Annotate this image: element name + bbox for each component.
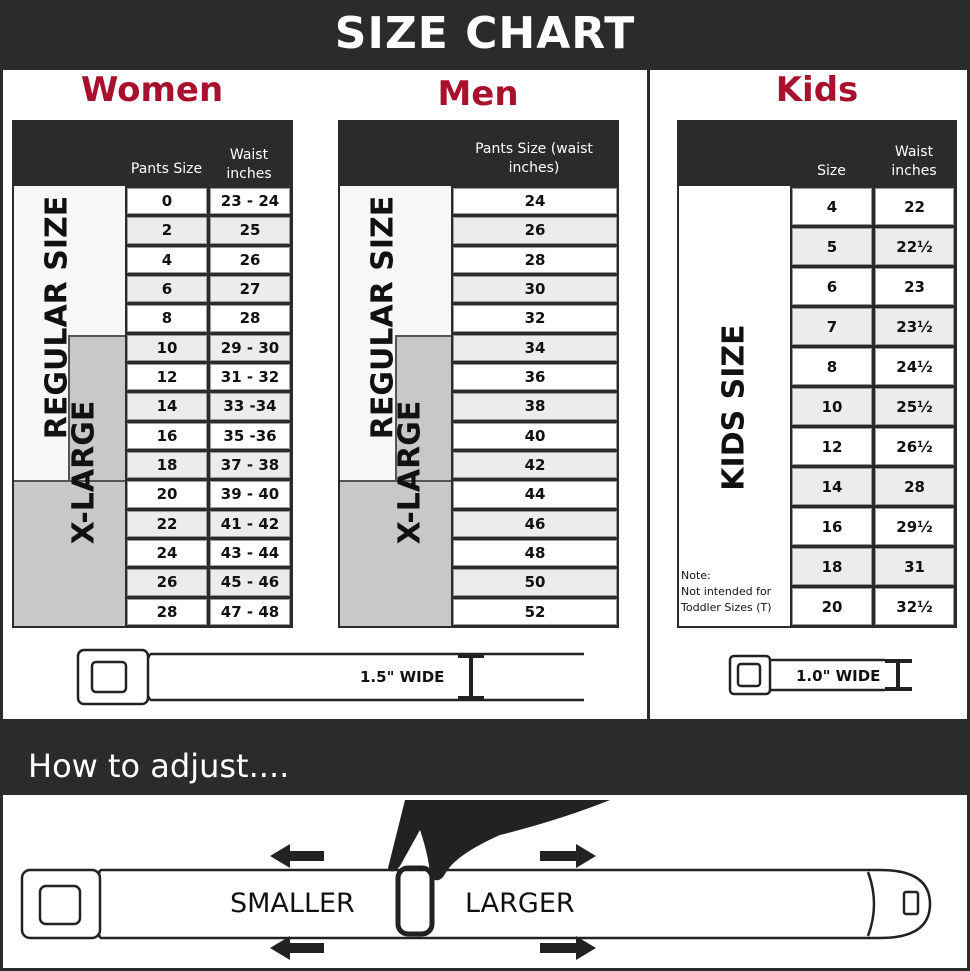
waist-cell: 23½ bbox=[875, 308, 954, 345]
men-heading: Men bbox=[437, 74, 519, 114]
waist-cell: 26 bbox=[210, 246, 290, 273]
divider bbox=[647, 70, 650, 722]
size-cell: 48 bbox=[453, 540, 617, 567]
waist-cell: 32½ bbox=[875, 588, 954, 625]
page-title: SIZE CHART bbox=[0, 0, 970, 70]
size-cell: 26 bbox=[127, 569, 207, 596]
waist-cell: 25½ bbox=[875, 388, 954, 425]
kids-table: Size Waist inches KIDS SIZE Note: Not in… bbox=[677, 120, 957, 628]
size-cell: 4 bbox=[792, 188, 872, 225]
size-cell: 6 bbox=[792, 268, 872, 305]
size-cell: 18 bbox=[127, 452, 207, 479]
size-cell: 20 bbox=[127, 481, 207, 508]
size-cell: 0 bbox=[127, 188, 207, 215]
col-waist: Waist inches bbox=[891, 144, 937, 179]
women-heading: Women bbox=[80, 70, 224, 110]
waist-cell: 28 bbox=[210, 305, 290, 332]
size-cell: 44 bbox=[453, 481, 617, 508]
belt-icon bbox=[20, 865, 932, 940]
size-cell: 18 bbox=[792, 548, 872, 585]
waist-cell: 29½ bbox=[875, 508, 954, 545]
col-waist: Waist inches bbox=[226, 147, 272, 182]
size-cell: 16 bbox=[127, 422, 207, 449]
size-cell: 7 bbox=[792, 308, 872, 345]
waist-cell: 28 bbox=[875, 468, 954, 505]
women-table: Pants Size Waist inches REGULAR SIZE X-L… bbox=[12, 120, 293, 628]
waist-cell: 23 - 24 bbox=[210, 188, 290, 215]
size-cell: 12 bbox=[792, 428, 872, 465]
col-size: Size bbox=[817, 163, 846, 179]
waist-cell: 47 - 48 bbox=[210, 598, 290, 625]
size-cell: 32 bbox=[453, 305, 617, 332]
note-text: Not intended for Toddler Sizes (T) bbox=[681, 585, 772, 614]
size-cell: 16 bbox=[792, 508, 872, 545]
women-belt-width: 1.5" WIDE bbox=[360, 668, 445, 686]
col-pants-size: Pants Size bbox=[130, 161, 203, 177]
size-cell: 10 bbox=[792, 388, 872, 425]
arrow-icons bbox=[270, 844, 596, 960]
waist-cell: 39 - 40 bbox=[210, 481, 290, 508]
size-cell: 4 bbox=[127, 246, 207, 273]
size-cell: 42 bbox=[453, 452, 617, 479]
size-cell: 24 bbox=[453, 188, 617, 215]
size-cell: 30 bbox=[453, 276, 617, 303]
size-cell: 28 bbox=[453, 246, 617, 273]
waist-cell: 33 -34 bbox=[210, 393, 290, 420]
size-cell: 38 bbox=[453, 393, 617, 420]
size-cell: 50 bbox=[453, 569, 617, 596]
size-cell: 34 bbox=[453, 334, 617, 361]
waist-cell: 27 bbox=[210, 276, 290, 303]
size-cell: 36 bbox=[453, 364, 617, 391]
waist-cell: 24½ bbox=[875, 348, 954, 385]
col-pants-size: Pants Size (waist inches) bbox=[475, 141, 593, 176]
waist-cell: 41 - 42 bbox=[210, 510, 290, 537]
size-cell: 14 bbox=[127, 393, 207, 420]
size-cell: 24 bbox=[127, 540, 207, 567]
waist-cell: 37 - 38 bbox=[210, 452, 290, 479]
waist-cell: 31 - 32 bbox=[210, 364, 290, 391]
size-cell: 28 bbox=[127, 598, 207, 625]
note: Note: Not intended for Toddler Sizes (T) bbox=[681, 568, 789, 616]
waist-cell: 35 -36 bbox=[210, 422, 290, 449]
size-cell: 6 bbox=[127, 276, 207, 303]
size-cell: 10 bbox=[127, 334, 207, 361]
size-cell: 20 bbox=[792, 588, 872, 625]
waist-cell: 22 bbox=[875, 188, 954, 225]
men-table: Pants Size (waist inches) REGULAR SIZE X… bbox=[338, 120, 619, 628]
kids-belt-icon bbox=[728, 654, 912, 696]
size-cell: 8 bbox=[127, 305, 207, 332]
size-cell: 26 bbox=[453, 217, 617, 244]
size-cell: 22 bbox=[127, 510, 207, 537]
waist-cell: 31 bbox=[875, 548, 954, 585]
kids-heading: Kids bbox=[775, 70, 859, 110]
size-cell: 12 bbox=[127, 364, 207, 391]
waist-cell: 26½ bbox=[875, 428, 954, 465]
kids-belt-width: 1.0" WIDE bbox=[796, 667, 881, 685]
size-cell: 52 bbox=[453, 598, 617, 625]
how-to-adjust-heading: How to adjust.... bbox=[0, 722, 970, 795]
size-cell: 46 bbox=[453, 510, 617, 537]
size-cell: 5 bbox=[792, 228, 872, 265]
size-cell: 8 bbox=[792, 348, 872, 385]
size-cell: 40 bbox=[453, 422, 617, 449]
waist-cell: 43 - 44 bbox=[210, 540, 290, 567]
size-cell: 2 bbox=[127, 217, 207, 244]
waist-cell: 22½ bbox=[875, 228, 954, 265]
smaller-label: SMALLER bbox=[230, 888, 355, 919]
size-cell: 14 bbox=[792, 468, 872, 505]
note-title: Note: bbox=[681, 569, 711, 582]
waist-cell: 45 - 46 bbox=[210, 569, 290, 596]
hand-icon bbox=[388, 800, 610, 881]
waist-cell: 23 bbox=[875, 268, 954, 305]
women-belt-icon bbox=[76, 648, 584, 706]
waist-cell: 29 - 30 bbox=[210, 334, 290, 361]
larger-label: LARGER bbox=[465, 888, 575, 919]
waist-cell: 25 bbox=[210, 217, 290, 244]
